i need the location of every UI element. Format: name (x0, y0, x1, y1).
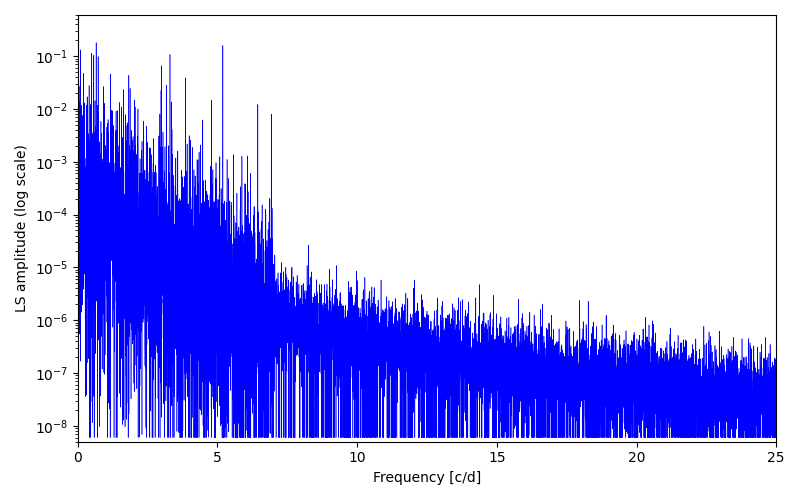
X-axis label: Frequency [c/d]: Frequency [c/d] (373, 471, 481, 485)
Y-axis label: LS amplitude (log scale): LS amplitude (log scale) (15, 144, 29, 312)
